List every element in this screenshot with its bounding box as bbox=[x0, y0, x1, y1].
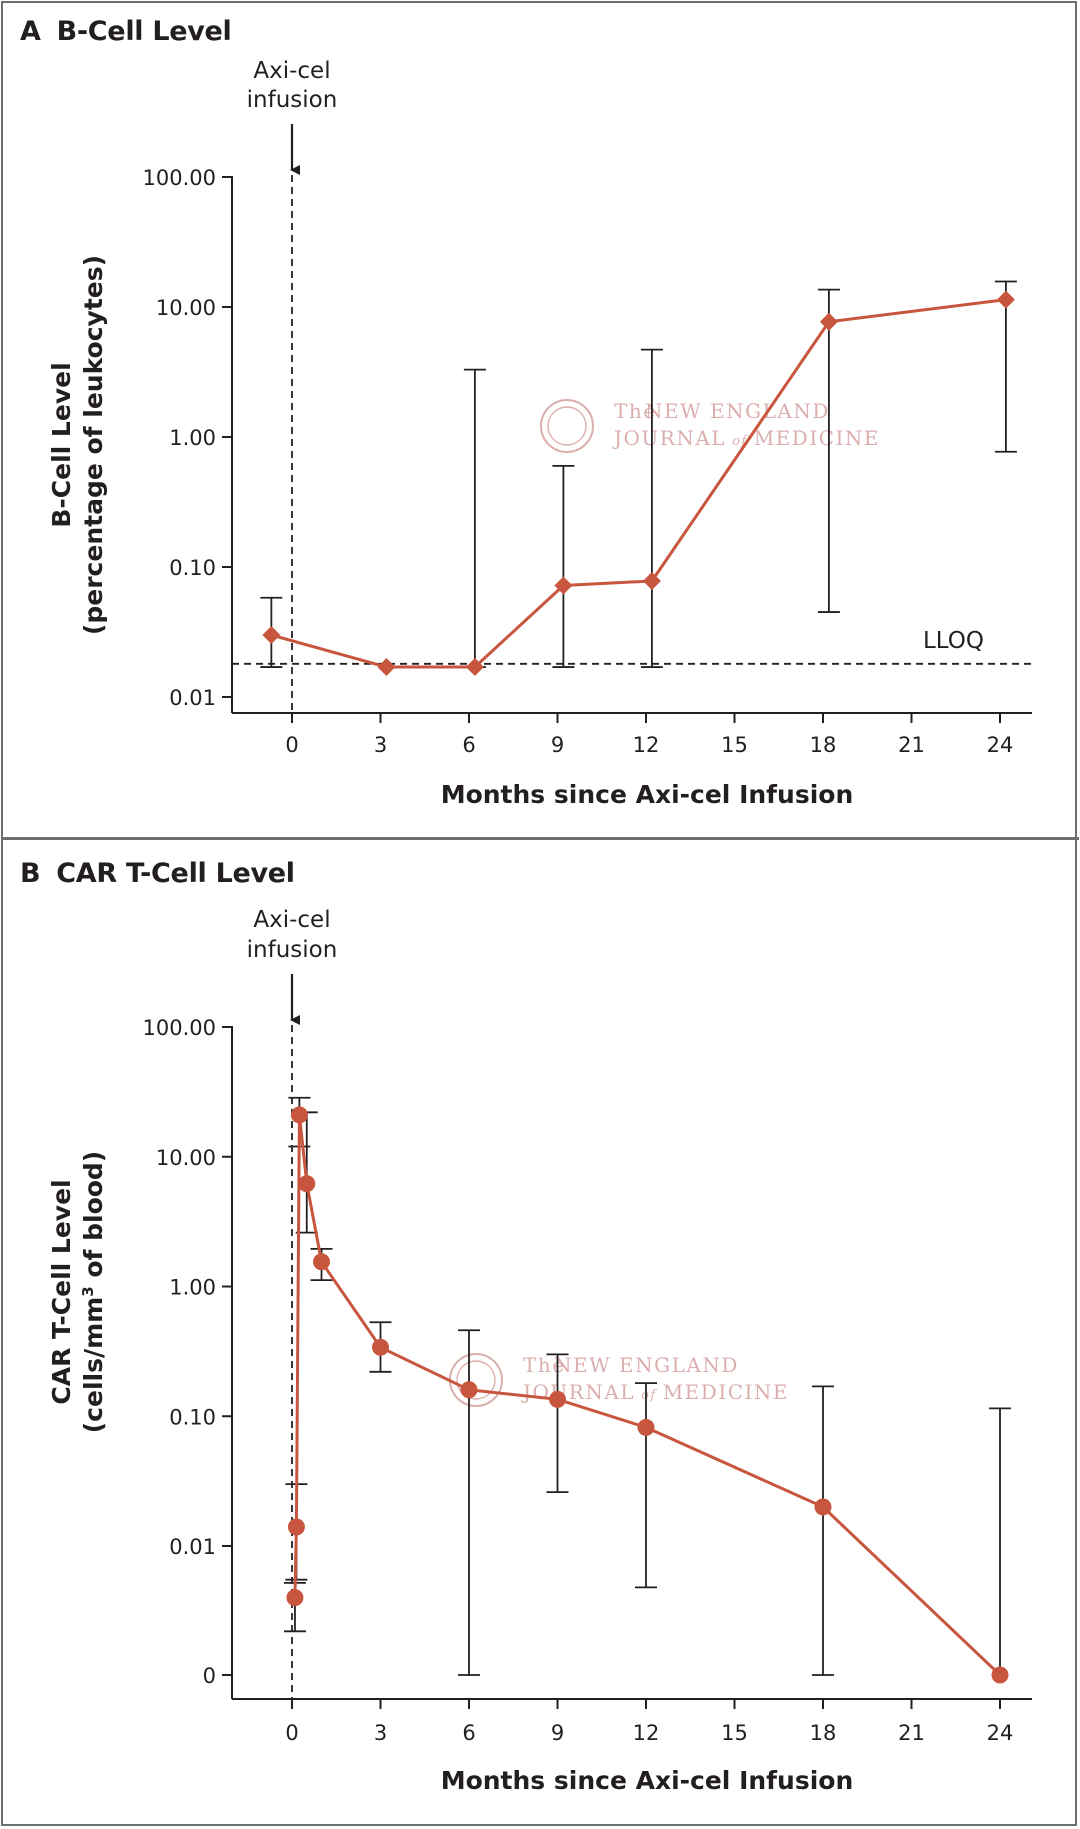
panel-a-y-axis-title-line1: B-Cell Level bbox=[47, 362, 76, 527]
watermark-line1: NEW ENGLAND bbox=[645, 399, 830, 423]
watermark-line1: NEW ENGLAND bbox=[554, 1353, 739, 1377]
panel-b-y-axis-title-line1: CAR T-Cell Level bbox=[47, 1179, 76, 1404]
panel-a-y-tick-label: 1.00 bbox=[169, 426, 216, 450]
panel-b-x-tick-label: 12 bbox=[633, 1721, 660, 1745]
panel-a-x-tick-label: 21 bbox=[898, 733, 925, 757]
panel-a-data-point bbox=[377, 658, 396, 677]
panel-a-data-point bbox=[262, 625, 281, 644]
panel-b-data-point bbox=[372, 1338, 389, 1356]
watermark-seal-outer bbox=[540, 399, 594, 453]
panel-b-x-tick-label: 6 bbox=[462, 1721, 475, 1745]
panel-b-y-tick-label: 1.00 bbox=[169, 1276, 216, 1300]
panel-a-x-tick-label: 0 bbox=[285, 733, 298, 757]
panel-a-y-tick-label: 100.00 bbox=[143, 166, 216, 190]
panel-b-x-tick-label: 3 bbox=[374, 1721, 387, 1745]
panel-a-x-axis-title: Months since Axi-cel Infusion bbox=[441, 780, 854, 809]
panel-a-x-tick-label: 15 bbox=[721, 733, 748, 757]
panel-a-data-point bbox=[554, 576, 573, 595]
panel-b-y-tick-label: 0 bbox=[203, 1664, 216, 1688]
panel-b-data-point bbox=[290, 1106, 308, 1124]
watermark-seal-inner bbox=[547, 406, 587, 446]
watermark-line2: JOURNAL of MEDICINE bbox=[612, 426, 880, 450]
panel-b-y-tick-label: 0.10 bbox=[169, 1405, 216, 1429]
panel-b-x-tick-label: 24 bbox=[987, 1721, 1014, 1745]
panel-b-infusion-annotation: Axi-cel infusion bbox=[247, 907, 338, 1025]
panel-a-series-line bbox=[270, 298, 1007, 669]
panel-a-data-point bbox=[819, 312, 838, 331]
panel-a-data-point bbox=[642, 572, 661, 591]
panel-divider bbox=[1, 837, 1079, 840]
watermark-panel-b: The NEW ENGLAND JOURNAL of MEDICINE bbox=[449, 1353, 789, 1407]
panel-a-x-tick-label: 24 bbox=[987, 733, 1014, 757]
panel-a-infusion-label-line1: Axi-cel bbox=[253, 58, 330, 84]
panel-b-x-tick-label: 9 bbox=[551, 1721, 564, 1745]
panel-b-data-point bbox=[814, 1498, 832, 1516]
panel-a-infusion-annotation: Axi-cel infusion bbox=[247, 58, 338, 175]
panel-a-data-point bbox=[996, 290, 1015, 309]
panel-a-y-tick-label: 0.10 bbox=[169, 556, 216, 580]
panel-b-plot: 0 0.01 0.10 1.00 10.00 100.00 0 3 6 9 12 15 18 21 24 bbox=[143, 1016, 1032, 1745]
panel-b-data-point bbox=[991, 1666, 1009, 1684]
panel-b-data-point bbox=[286, 1589, 304, 1607]
panel-b-x-tick-label: 18 bbox=[810, 1721, 837, 1745]
watermark-small-word: The bbox=[614, 399, 657, 423]
panel-a-letter: A bbox=[20, 16, 41, 47]
watermark-seal-outer bbox=[449, 1353, 503, 1407]
panel-a-y-tick-label: 0.01 bbox=[169, 686, 216, 710]
panel-b-infusion-label-line1: Axi-cel bbox=[253, 907, 330, 933]
panel-a-x-tick-label: 6 bbox=[462, 733, 475, 757]
panel-b-x-tick-label: 15 bbox=[721, 1721, 748, 1745]
panel-b-y-axis-title-line2: (cells/mm3 of blood) bbox=[79, 1151, 108, 1434]
panel-b-heading: B CAR T-Cell Level bbox=[20, 858, 295, 889]
panel-b-data-point bbox=[637, 1418, 655, 1436]
panel-b-y-tick-label: 100.00 bbox=[143, 1016, 216, 1040]
panel-a-lloq-label: LLOQ bbox=[923, 628, 984, 654]
panel-b-data-point bbox=[549, 1390, 566, 1408]
panel-a-data-point bbox=[465, 658, 484, 677]
panel-b-data-point bbox=[298, 1175, 316, 1193]
panel-b-x-tick-label: 21 bbox=[898, 1721, 925, 1745]
panel-a-x-tick-label: 3 bbox=[374, 733, 387, 757]
panel-b-title: CAR T-Cell Level bbox=[56, 858, 295, 889]
panel-a-plot: 0.01 0.10 1.00 10.00 100.00 0 3 6 9 12 15 18 21 24 bbox=[143, 166, 1032, 757]
panel-b-infusion-label-line2: infusion bbox=[247, 937, 338, 963]
panel-a-infusion-label-line2: infusion bbox=[247, 87, 338, 113]
panel-b-y-tick-label: 0.01 bbox=[169, 1535, 216, 1559]
panel-a-heading: A B-Cell Level bbox=[20, 16, 232, 47]
panel-b-data-point bbox=[460, 1381, 478, 1399]
panel-b-axis-titles: Months since Axi-cel Infusion CAR T-Cell… bbox=[47, 1151, 853, 1795]
panel-b-x-tick-label: 0 bbox=[285, 1721, 298, 1745]
panel-a-axis-titles: Months since Axi-cel Infusion B-Cell Lev… bbox=[47, 255, 853, 809]
panel-b-letter: B bbox=[20, 858, 41, 889]
panel-a-y-axis-title-line2: (percentage of leukocytes) bbox=[79, 255, 108, 635]
panel-b-data-point bbox=[287, 1518, 305, 1536]
panel-a-title: B-Cell Level bbox=[56, 16, 232, 47]
watermark-line2: JOURNAL of MEDICINE bbox=[521, 1380, 789, 1404]
panel-b-x-axis-title: Months since Axi-cel Infusion bbox=[441, 1766, 854, 1795]
panel-a-x-tick-label: 18 bbox=[810, 733, 837, 757]
panel-a-y-tick-label: 10.00 bbox=[156, 296, 216, 320]
panel-a-x-tick-label: 9 bbox=[551, 733, 564, 757]
watermark-seal-inner bbox=[456, 1360, 496, 1400]
panel-a-x-tick-label: 12 bbox=[633, 733, 660, 757]
panel-b-data-point bbox=[313, 1253, 330, 1271]
panel-b-y-tick-label: 10.00 bbox=[156, 1146, 216, 1170]
watermark-panel-a: The NEW ENGLAND JOURNAL of MEDICINE bbox=[540, 399, 880, 453]
